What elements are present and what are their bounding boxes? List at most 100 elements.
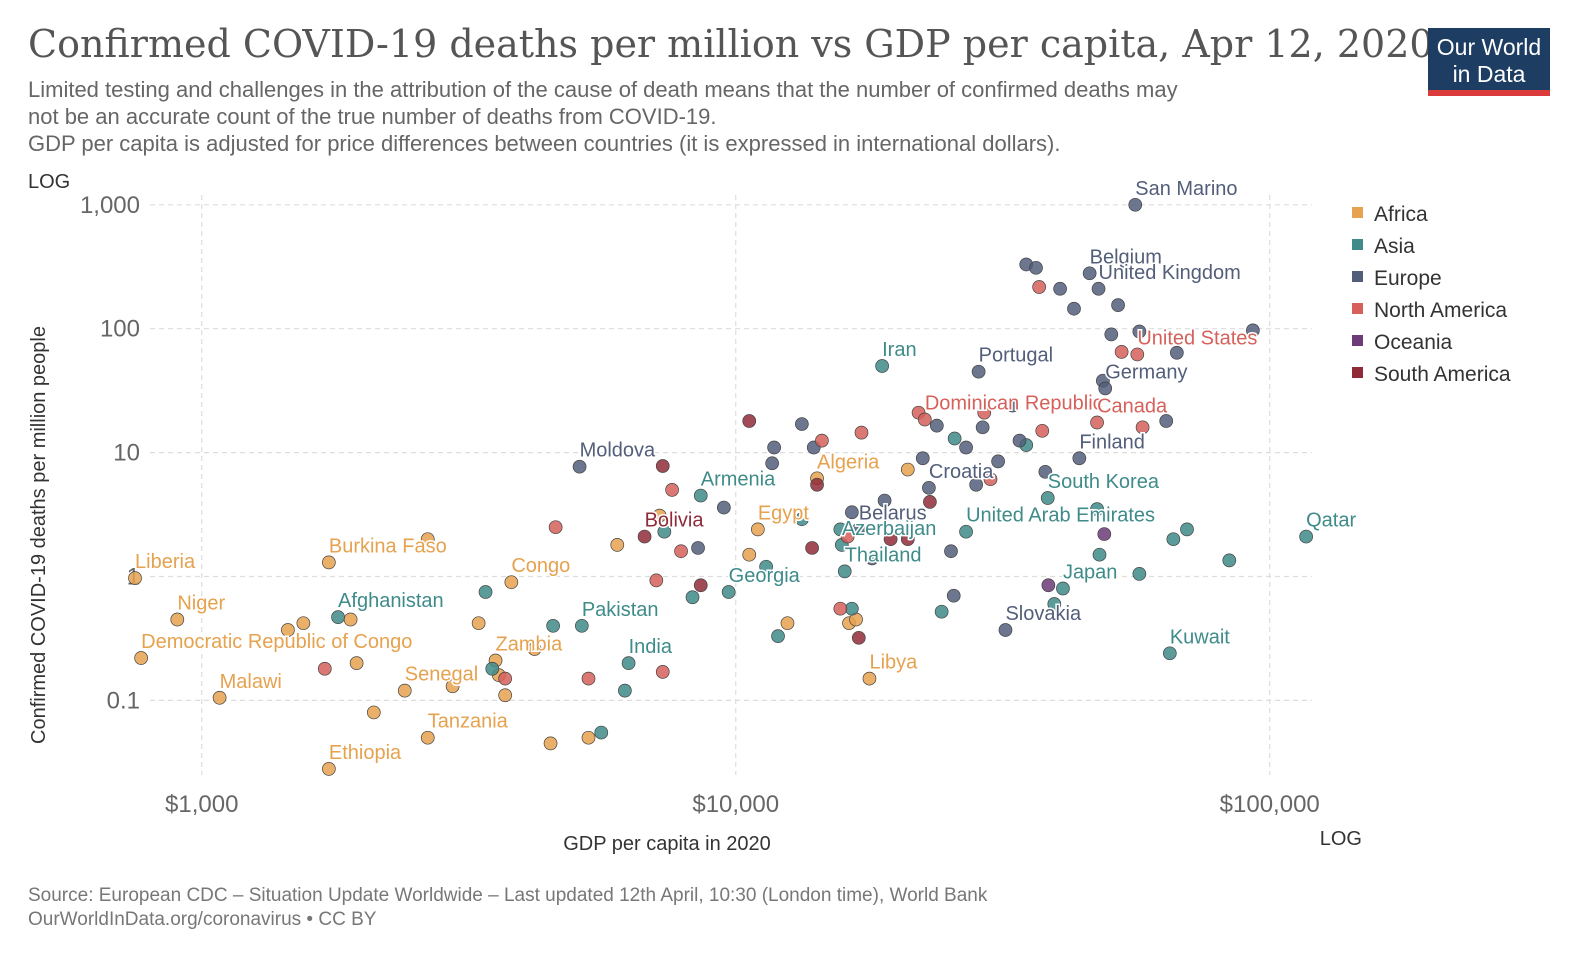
data-point (128, 571, 142, 585)
point-label: India (629, 636, 673, 658)
data-point (837, 564, 852, 579)
subtitle-line: Limited testing and challenges in the at… (28, 77, 1178, 102)
owid-logo[interactable]: Our World in Data (1428, 28, 1550, 96)
data-point (922, 480, 936, 495)
data-point (445, 679, 460, 694)
point-label: United Arab Emirates (966, 505, 1155, 527)
data-point (1047, 597, 1062, 611)
data-point (349, 656, 364, 670)
point-label: Georgia (729, 565, 801, 587)
point-label: Egypt (758, 502, 810, 524)
data-point (581, 671, 596, 686)
legend-item: North America (1374, 299, 1507, 322)
data-point (845, 505, 859, 520)
data-point (716, 500, 731, 515)
data-point (322, 555, 336, 570)
source-link[interactable]: OurWorldInData.org/coronavirus • CC BY (28, 909, 377, 930)
legend-item: Africa (1374, 203, 1428, 226)
subtitle-line: not be an accurate count of the true num… (28, 104, 717, 129)
point-label: Dominican Republic (925, 393, 1103, 415)
data-point (527, 642, 542, 656)
logo-line: Our World (1436, 34, 1542, 60)
data-point (498, 671, 513, 686)
data-point (281, 623, 295, 637)
data-point (322, 762, 336, 776)
data-point (621, 656, 636, 670)
data-point (212, 690, 227, 705)
data-point (1053, 281, 1067, 296)
x-tick-label: $10,000 (692, 791, 779, 818)
data-point (693, 488, 708, 503)
data-point (1090, 415, 1104, 430)
legend-item: Europe (1374, 267, 1442, 290)
legend-swatch (1352, 335, 1363, 346)
data-point (1092, 547, 1107, 562)
y-tick-label: 100 (100, 316, 140, 343)
data-point (1180, 522, 1194, 537)
data-point (1090, 502, 1104, 516)
data-point (1032, 280, 1046, 294)
data-point (975, 420, 990, 435)
point-label: Japan (1063, 562, 1118, 584)
data-point (959, 524, 973, 539)
data-point (1040, 491, 1055, 505)
y-tick-label: 10 (113, 440, 140, 467)
data-point (1299, 529, 1313, 544)
x-tick-label: $1,000 (165, 791, 238, 818)
point-label: Portugal (979, 345, 1054, 367)
source-note: Source: European CDC – Situation Update … (28, 885, 988, 906)
point-label: Malawi (220, 671, 282, 693)
data-point (581, 730, 596, 745)
logo-line: in Data (1452, 61, 1526, 87)
point-label: Libya (869, 652, 918, 674)
point-label: Zambia (496, 633, 564, 655)
data-point (1162, 646, 1177, 661)
data-point (929, 418, 944, 433)
data-point (742, 414, 757, 428)
scatter-chart: 0.11101001,000$1,000$10,000$100,000LOGLO… (28, 171, 1511, 855)
data-point (574, 618, 589, 633)
data-point (1029, 260, 1043, 275)
data-point (1114, 345, 1129, 359)
x-axis-title: GDP per capita in 2020 (563, 833, 771, 855)
data-point (977, 405, 992, 420)
point-label: United States (1137, 327, 1257, 349)
data-point (1132, 324, 1147, 339)
point-label: Democratic Republic of Congo (141, 631, 412, 653)
data-point (572, 459, 587, 474)
data-point (543, 736, 558, 751)
data-point (655, 459, 670, 473)
point-label: Ethiopia (329, 742, 402, 764)
data-point (652, 508, 667, 523)
data-point (851, 630, 866, 645)
data-point (420, 730, 435, 745)
data-point (991, 454, 1005, 469)
data-point (946, 588, 961, 603)
point-label: Burkina Faso (329, 535, 447, 557)
point-label: Moldova (580, 440, 656, 462)
data-point (998, 623, 1013, 637)
data-point (742, 547, 757, 562)
point-label: Niger (177, 592, 225, 614)
data-point (1041, 578, 1056, 593)
point-label: Belgium (1090, 246, 1162, 268)
y-tick-label: 1,000 (80, 192, 140, 219)
data-point (296, 616, 311, 631)
data-point (934, 604, 949, 619)
data-point (1104, 327, 1119, 342)
data-point (343, 612, 358, 627)
data-point (969, 477, 984, 492)
data-point (504, 575, 519, 590)
data-point (815, 433, 829, 448)
chart-subtitle: Limited testing and challenges in the at… (28, 76, 1358, 157)
data-point (478, 585, 493, 599)
data-point (594, 725, 609, 740)
legend-swatch (1352, 271, 1363, 282)
data-point (317, 661, 332, 676)
data-point (862, 671, 877, 686)
point-label: Algeria (817, 451, 880, 473)
data-point (840, 529, 855, 544)
point-label: Pakistan (582, 599, 659, 621)
legend-swatch (1352, 239, 1363, 250)
legend-swatch (1352, 367, 1363, 378)
